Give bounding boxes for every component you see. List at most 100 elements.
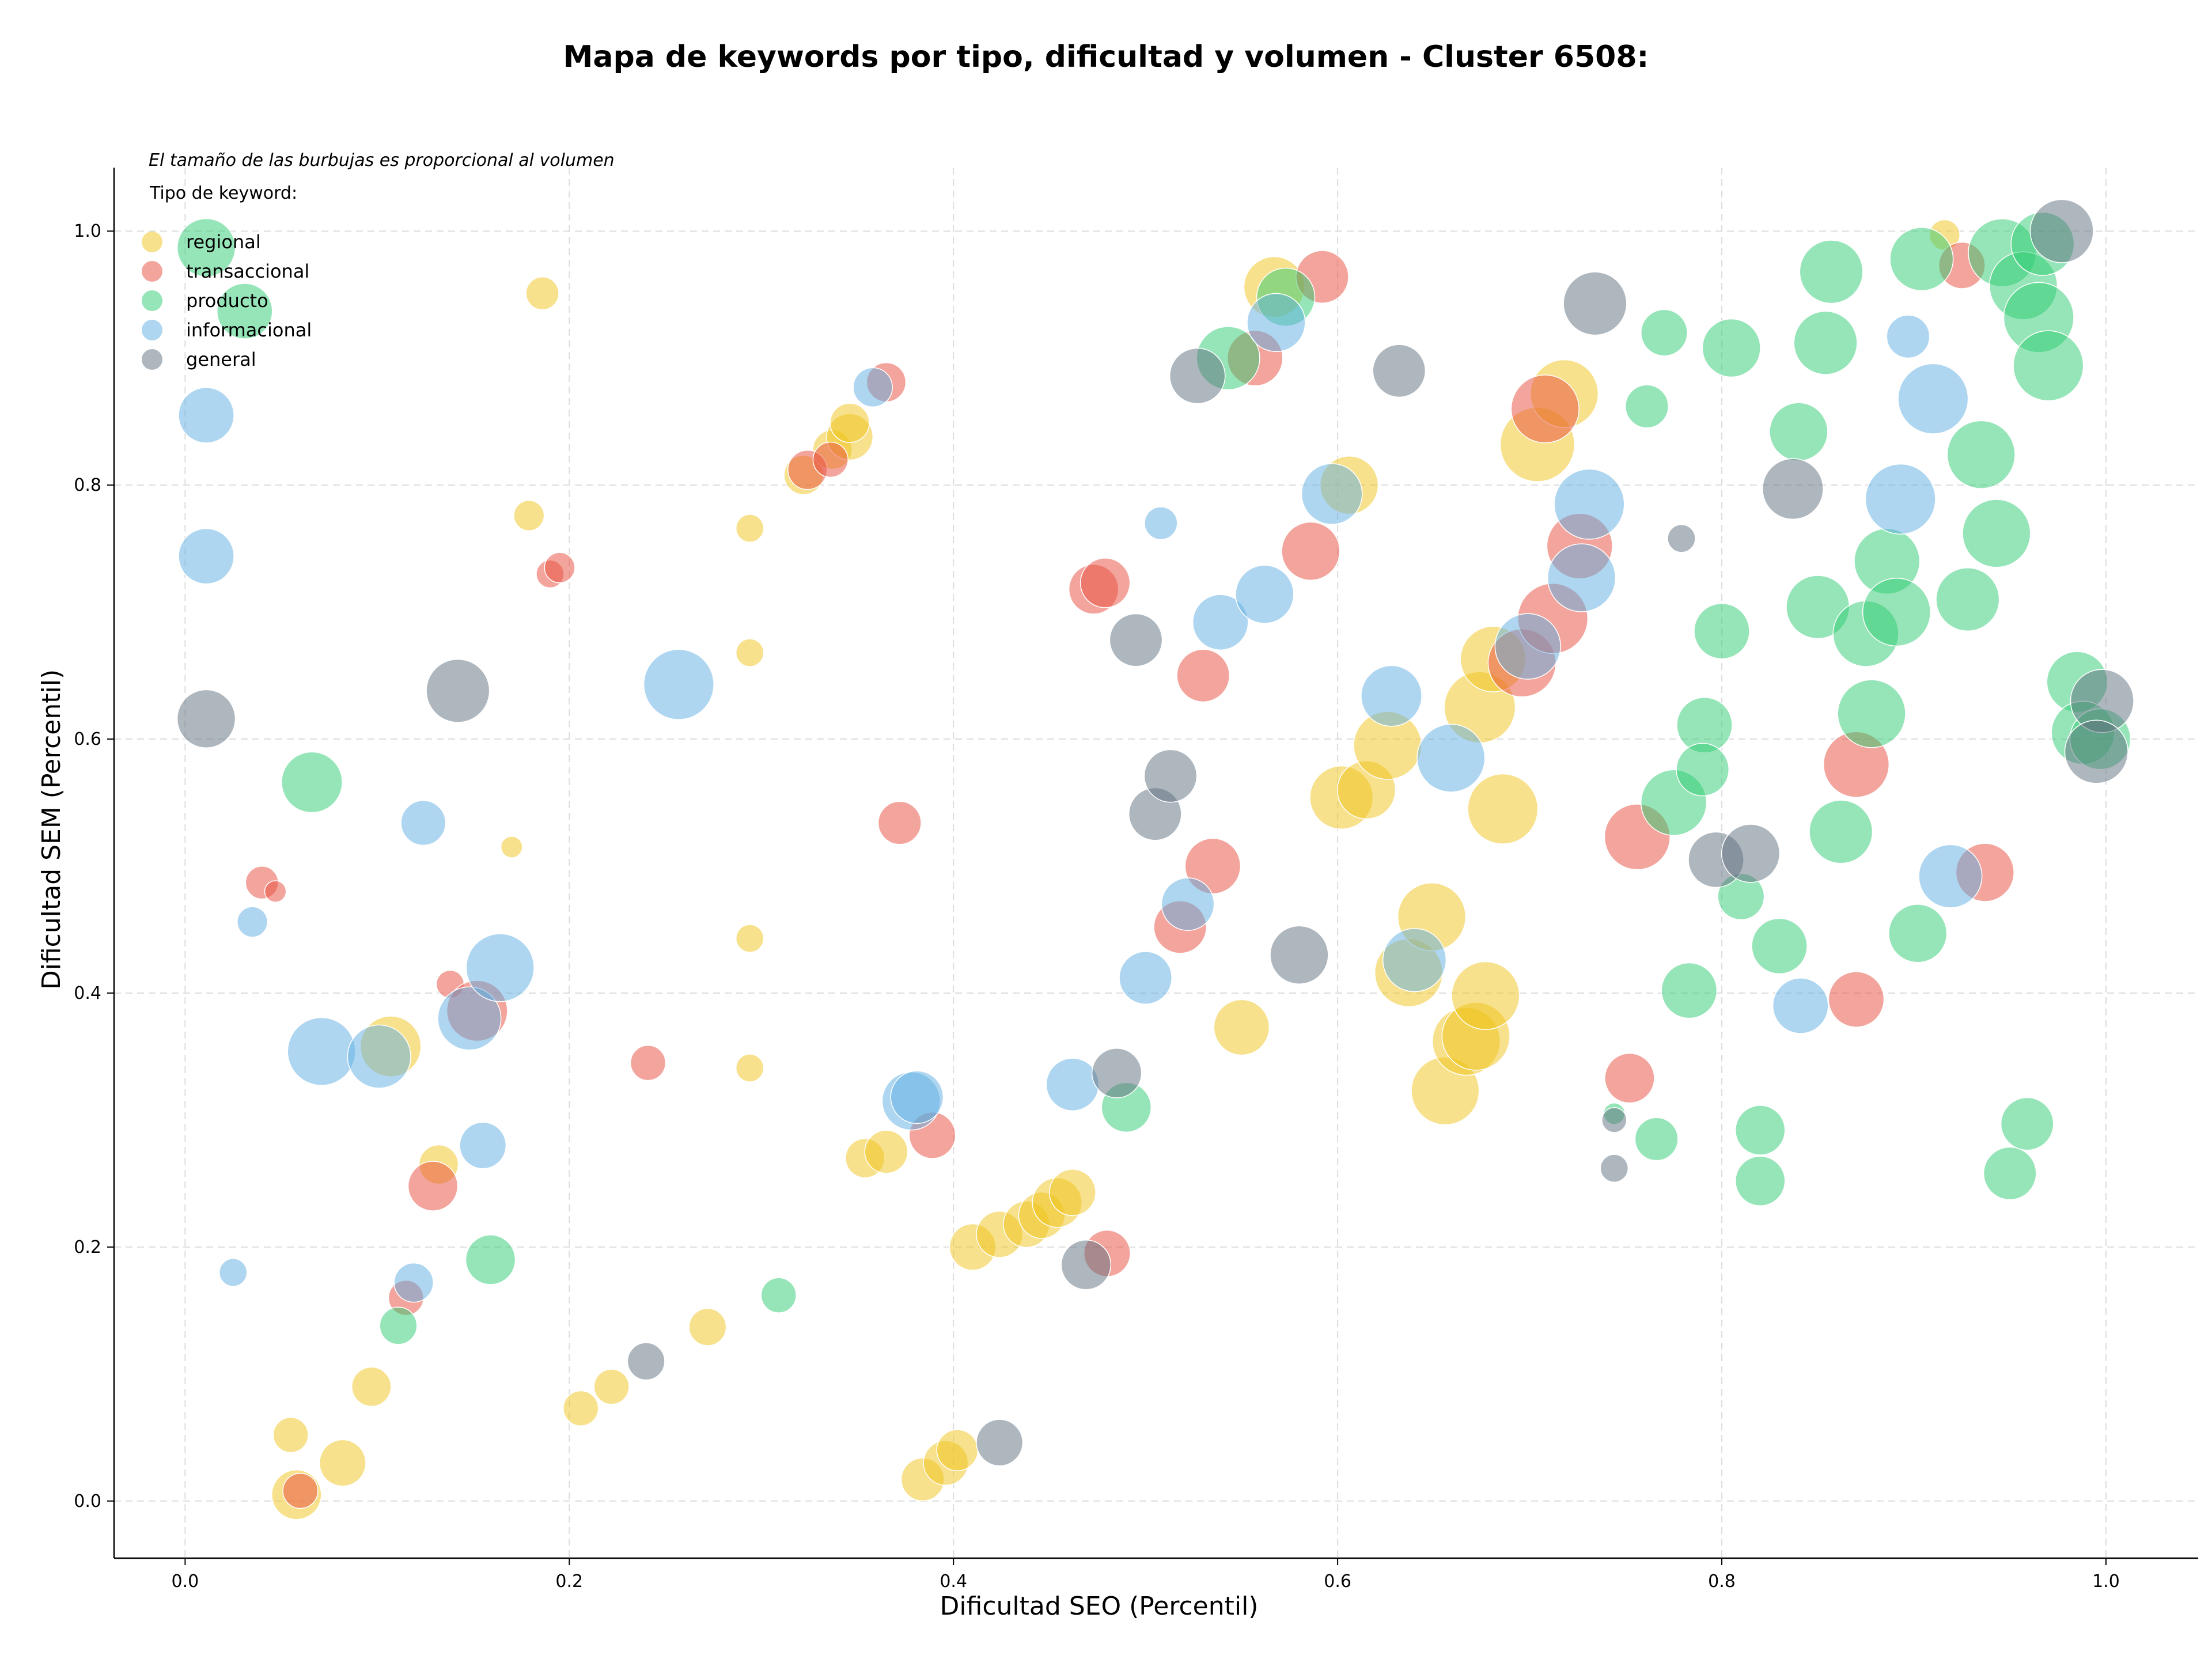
bubble-general — [627, 1342, 665, 1381]
bubble-transaccional — [1828, 971, 1885, 1028]
bubble-informacional — [643, 649, 714, 720]
bubble-regional — [864, 1130, 908, 1174]
bubble-general — [1762, 458, 1824, 520]
bubble-producto — [1936, 567, 2000, 632]
bubble-general — [2064, 719, 2128, 784]
bubble-regional — [688, 1308, 727, 1346]
x-tick-label: 0.2 — [555, 1571, 583, 1592]
bubble-producto — [2000, 1097, 2054, 1151]
bubble-informacional — [1144, 506, 1178, 540]
bubble-informacional — [1918, 844, 1983, 908]
bubble-regional — [513, 499, 545, 532]
bubble-informacional — [1161, 877, 1215, 931]
bubble-regional — [735, 1054, 764, 1082]
chart-title: Mapa de keywords por tipo, dificultad y … — [563, 40, 1649, 74]
bubble-producto — [281, 751, 343, 813]
y-axis-title: Dificultad SEM (Percentil) — [37, 669, 66, 990]
bubble-informacional — [1772, 978, 1829, 1034]
bubble-informacional — [890, 1070, 944, 1124]
bubble-producto — [465, 1234, 516, 1285]
bubble-informacional — [1192, 594, 1249, 651]
bubble-informacional — [1235, 565, 1294, 624]
axes: 0.0 0.2 0.4 0.6 0.8 1.0 0.0 0.2 0.4 0.6 0.8 1.0 — [74, 168, 2198, 1592]
bubble-informacional — [459, 1122, 507, 1169]
bubble-general — [176, 689, 236, 748]
bubble-general — [1600, 1154, 1629, 1183]
bubble-producto — [1634, 1117, 1679, 1161]
bubble-general — [1109, 613, 1163, 667]
bubble-producto — [1962, 499, 2031, 568]
bubble-informacional — [465, 933, 535, 1002]
bubble-producto — [1751, 918, 1808, 975]
bubble-informacional — [1897, 363, 1969, 434]
legend-label-informacional: informacional — [186, 319, 312, 341]
bubble-producto — [1809, 800, 1873, 864]
x-tick-label: 0.8 — [1708, 1571, 1736, 1592]
bubble-regional — [1451, 961, 1520, 1031]
bubble-general — [1270, 925, 1329, 985]
bubble-regional — [351, 1366, 392, 1407]
bubble-informacional — [853, 367, 893, 408]
bubble-producto — [1624, 384, 1669, 429]
bubble-transaccional — [1080, 558, 1131, 608]
bubble-general — [1143, 749, 1198, 803]
bubble-informacional — [1119, 951, 1173, 1005]
y-tick-label: 0.0 — [74, 1491, 101, 1512]
grid-lines — [114, 168, 2198, 1558]
legend-marker-producto — [142, 290, 162, 311]
bubble-regional — [500, 836, 523, 858]
bubble-informacional — [287, 1017, 356, 1086]
bubble-informacional — [1554, 468, 1625, 540]
x-tick-label: 0.4 — [940, 1571, 967, 1592]
bubble-informacional — [218, 1258, 248, 1287]
bubble-general — [426, 658, 490, 723]
bubble-regional — [1213, 999, 1270, 1056]
x-axis-title: Dificultad SEO (Percentil) — [940, 1592, 1259, 1621]
bubble-general — [1169, 347, 1226, 404]
bubble-producto — [216, 283, 273, 339]
bubble-general — [1721, 824, 1781, 883]
bubble-transaccional — [877, 801, 922, 845]
bubble-regional — [593, 1369, 630, 1405]
bubble-transaccional — [1281, 521, 1340, 581]
y-tick-label: 0.2 — [74, 1237, 101, 1257]
bubble-informacional — [237, 906, 268, 938]
bubble-informacional — [1361, 665, 1422, 727]
x-tick-label: 0.6 — [1324, 1571, 1351, 1592]
legend-marker-transaccional — [142, 261, 162, 282]
legend-label-transaccional: transaccional — [186, 260, 309, 282]
bubble-transaccional — [630, 1045, 666, 1081]
legend-label-regional: regional — [186, 231, 261, 253]
bubble-producto — [760, 1277, 797, 1313]
bubble-informacional — [437, 986, 502, 1051]
bubble-producto — [176, 218, 236, 278]
bubble-regional — [1048, 1169, 1096, 1217]
bubble-informacional — [1382, 928, 1447, 993]
bubble-informacional — [1547, 543, 1616, 612]
bubble-informacional — [1865, 463, 1936, 535]
bubble-informacional — [178, 387, 234, 444]
bubble-general — [1601, 1107, 1627, 1133]
y-tick-label: 1.0 — [74, 221, 101, 241]
bubble-general — [976, 1419, 1024, 1467]
bubble-regional — [319, 1439, 366, 1487]
legend-label-producto: producto — [186, 290, 268, 312]
bubble-producto — [379, 1306, 418, 1345]
bubble-producto — [1888, 904, 1948, 963]
bubble-regional — [830, 403, 870, 443]
bubble-general — [1372, 344, 1426, 398]
bubble-producto — [1702, 318, 1761, 378]
x-tick-label: 1.0 — [2092, 1571, 2120, 1592]
bubble-producto — [1799, 240, 1863, 304]
bubble-informacional — [1416, 723, 1486, 793]
bubble-regional — [735, 638, 764, 667]
bubble-producto — [1769, 402, 1828, 461]
y-tick-label: 0.4 — [74, 983, 101, 1003]
bubble-transaccional — [1604, 1052, 1655, 1104]
bubble-general — [1060, 1239, 1112, 1290]
bubble-informacional — [393, 1262, 434, 1303]
bubble-general — [1667, 524, 1696, 553]
bubble-informacional — [178, 528, 234, 585]
bubble-informacional — [1886, 315, 1930, 359]
